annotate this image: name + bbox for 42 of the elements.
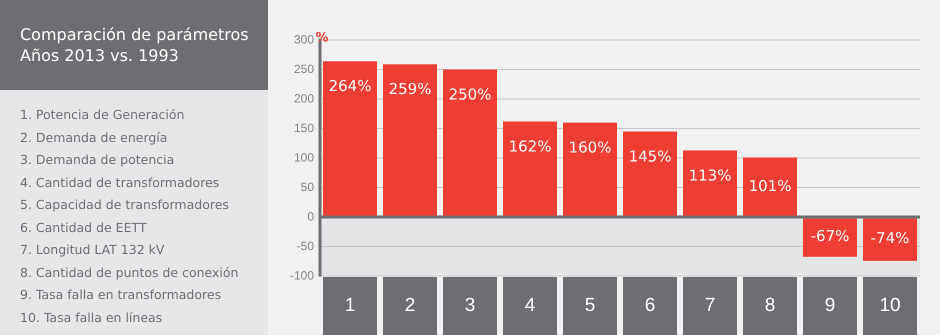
y-tick-label: -50 <box>296 238 314 253</box>
y-tick-label: 50 <box>300 180 314 194</box>
text: Comparación de parámetros <box>20 24 250 45</box>
text: 2. Demanda de energía <box>20 128 168 147</box>
data-label: 101% <box>748 177 792 196</box>
text: 10. Tasa falla en líneas <box>20 308 164 326</box>
text: 1. Potencia de Generación <box>20 106 186 124</box>
y-tick-label: -100 <box>290 268 314 283</box>
y-axis-title: % <box>315 30 329 46</box>
x-tick-label: 8 <box>764 294 776 316</box>
data-label: 145% <box>628 147 672 166</box>
y-tick-label: 300 <box>294 32 314 46</box>
x-tick-label: 10 <box>879 294 901 316</box>
x-tick-label: 9 <box>824 294 836 316</box>
x-tick-label: 3 <box>464 294 476 316</box>
text: 9. Tasa falla en transformadores <box>20 286 222 304</box>
data-label: 259% <box>388 80 432 98</box>
y-tick-label: 0 <box>307 209 314 224</box>
y-tick-label: 100 <box>294 150 314 164</box>
text: 8. Cantidad de puntos de conexión <box>20 264 240 282</box>
x-tick-label: 2 <box>404 294 416 316</box>
text: 3. Demanda de potencia <box>20 151 176 169</box>
data-label: -74% <box>870 228 910 247</box>
x-tick-label: 1 <box>344 294 356 316</box>
data-label: 162% <box>508 137 552 156</box>
x-tick-label: 6 <box>644 294 656 316</box>
y-tick-label: 250 <box>294 62 314 76</box>
data-label: 113% <box>688 166 732 184</box>
text: Años 2013 vs. 1993 <box>20 45 180 66</box>
text: 7. Longitud LAT 132 kV <box>20 241 166 259</box>
x-tick-label: 4 <box>524 294 536 316</box>
data-label: 250% <box>448 85 492 104</box>
x-tick-label: 5 <box>584 294 596 316</box>
data-label: 160% <box>568 138 612 157</box>
text: 5. Capacidad de transformadores <box>20 196 230 214</box>
x-tick-label: 7 <box>704 294 716 316</box>
text: 6. Cantidad de EETT <box>20 218 148 236</box>
data-label: 264% <box>328 77 372 96</box>
y-tick-label: 150 <box>294 120 314 135</box>
text: 4. Cantidad de transformadores <box>20 174 220 192</box>
data-label: -67% <box>810 226 850 245</box>
y-tick-label: 200 <box>294 91 314 106</box>
